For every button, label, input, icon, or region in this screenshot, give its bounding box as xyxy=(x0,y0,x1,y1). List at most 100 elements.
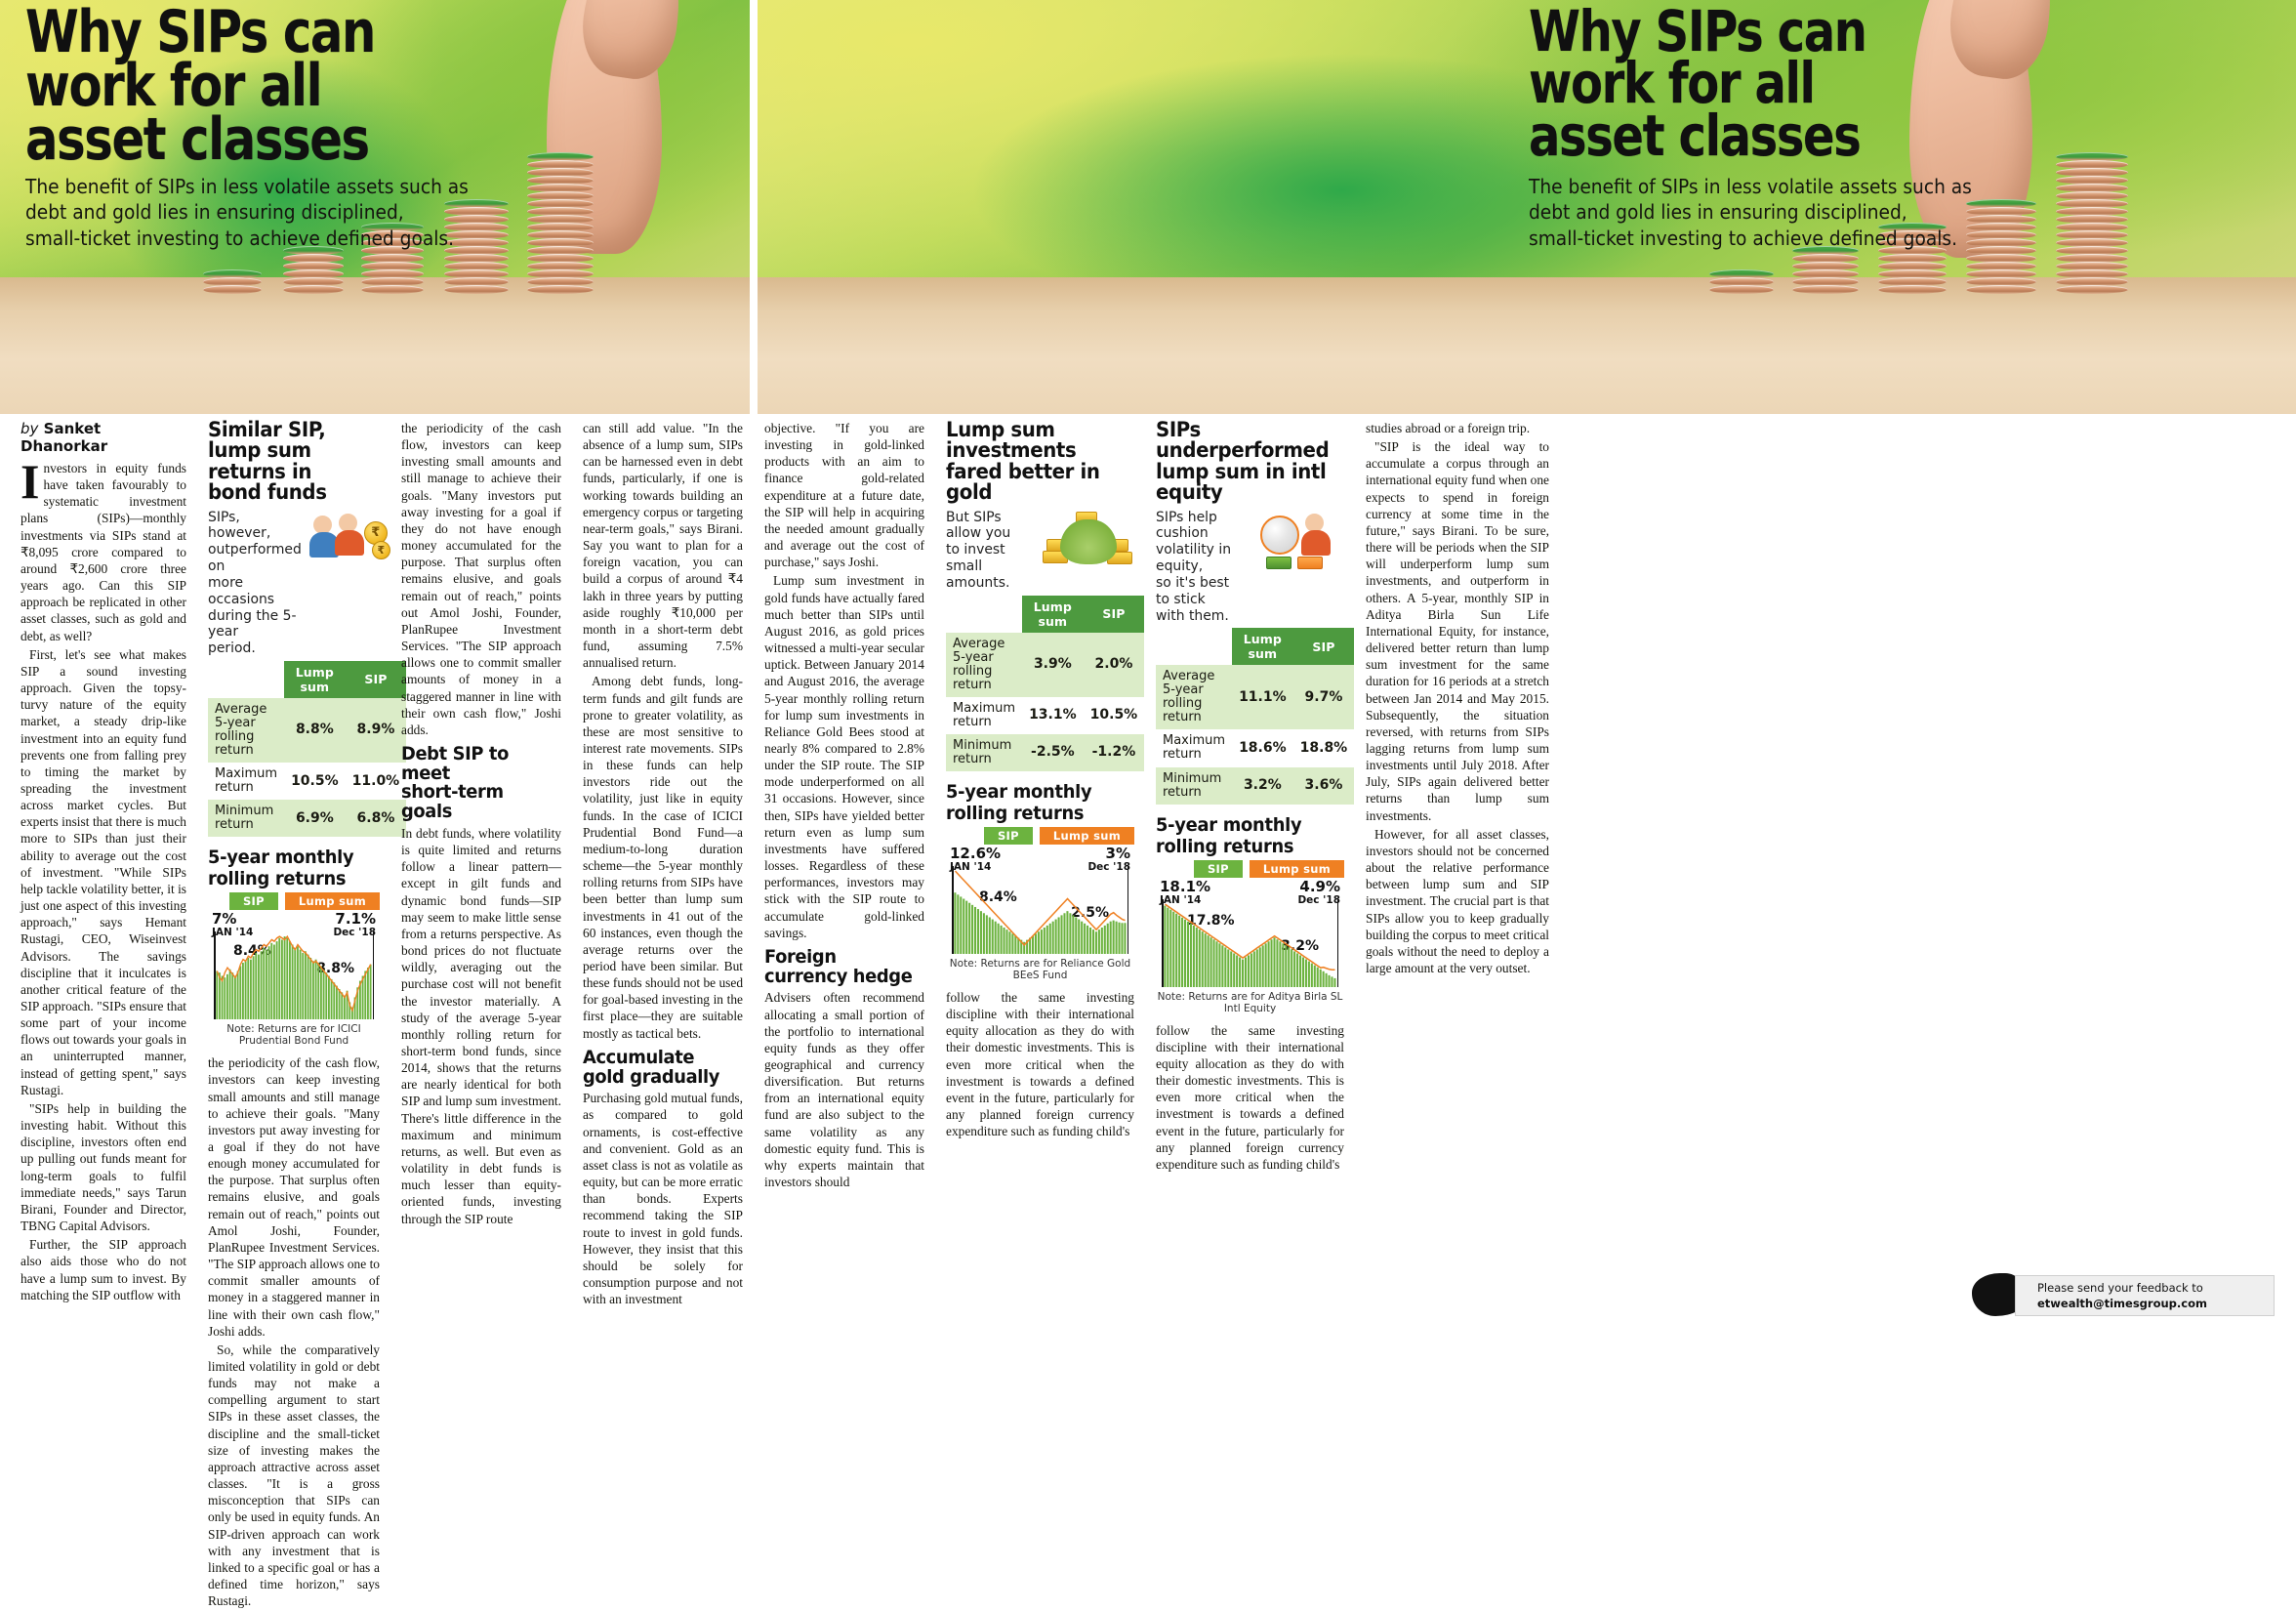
coin-stack-r1 xyxy=(1709,269,1774,294)
end-date: Dec '18 xyxy=(333,927,376,939)
table-row: Maximum return 18.6% 18.8% xyxy=(1156,729,1355,767)
person-head-icon xyxy=(338,513,357,532)
paragraph: the periodicity of the cash flow, invest… xyxy=(208,1055,380,1339)
coin-stack-3 xyxy=(361,223,424,294)
coin-stack-5 xyxy=(527,152,594,294)
row-label: Maximum return xyxy=(946,696,1023,734)
col-header-lumpsum: Lump sum xyxy=(284,660,346,698)
col-header-blank xyxy=(946,596,1022,633)
article-body-4: can still add value. "In the absence of … xyxy=(583,420,743,1042)
paragraph: Purchasing gold mutual funds, as compare… xyxy=(583,1091,743,1307)
cell-lumpsum: 18.6% xyxy=(1232,729,1293,767)
cell-lumpsum: 3.9% xyxy=(1022,632,1084,697)
chart-note: Note: Returns are for Reliance Gold BEeS… xyxy=(949,957,1131,981)
gold-bag-illustration xyxy=(1041,510,1134,570)
paragraph: In debt funds, where volatility is quite… xyxy=(401,825,561,1226)
graphic-bond: Similar SIP, lump sum returns in bond fu… xyxy=(208,419,407,1048)
hero-banner-row: Why SIPs can work for all asset classes … xyxy=(0,0,2296,414)
paragraph: follow the same investing discipline wit… xyxy=(946,989,1134,1139)
feedback-text[interactable]: Please send your feedback to etwealth@ti… xyxy=(2015,1275,2275,1316)
paragraph: "SIP is the ideal way to accumulate a co… xyxy=(1366,439,1549,823)
graphic-title: Lump sum investments fared better in gol… xyxy=(946,418,1100,505)
cell-lumpsum: 3.2% xyxy=(1232,766,1293,805)
row-label: Average 5-year rolling return xyxy=(946,632,1023,697)
col-header-sip: SIP xyxy=(345,660,407,698)
table-row: Maximum return 13.1% 10.5% xyxy=(946,696,1145,734)
table-header-row: Lump sum SIP xyxy=(946,595,1145,633)
feedback-email[interactable]: etwealth@timesgroup.com xyxy=(2037,1296,2207,1310)
chart-start-label: 12.6% JAN '14 xyxy=(950,844,1002,874)
cell-sip: -1.2% xyxy=(1083,733,1145,771)
intl-rolling-returns-chart: 18.1% JAN '14 4.9% Dec '18 17.8% 3.2% xyxy=(1156,877,1344,987)
cell-lumpsum: 8.8% xyxy=(284,697,346,764)
legend-lumpsum: Lump sum xyxy=(1249,859,1344,878)
coin-stack-2 xyxy=(283,246,344,294)
end-date: Dec '18 xyxy=(1087,860,1130,873)
person-head-icon xyxy=(312,515,332,534)
chart-start-label: 18.1% JAN '14 xyxy=(1160,877,1211,907)
chart-note: Note: Returns are for ICICI Prudential B… xyxy=(226,1023,361,1048)
inner-right-value: 2.5% xyxy=(1071,904,1109,921)
col-header-blank xyxy=(1156,628,1232,665)
chart-svg xyxy=(216,935,372,1020)
inner-right-value: 3.2% xyxy=(1281,937,1319,954)
column-2: Similar SIP, lump sum returns in bond fu… xyxy=(197,419,407,1611)
table-row: Minimum return -2.5% -1.2% xyxy=(946,733,1145,771)
cell-sip: 11.0% xyxy=(345,763,407,801)
chart-legend: SIP Lump sum xyxy=(946,826,1134,845)
person-head-icon xyxy=(1305,513,1324,532)
start-date: JAN '14 xyxy=(212,927,254,939)
column-3: the periodicity of the cash flow, invest… xyxy=(390,420,572,1611)
cell-lumpsum: 11.1% xyxy=(1232,665,1293,730)
paragraph: studies abroad or a foreign trip. xyxy=(1366,421,1531,435)
article-body-5: objective. "If you are investing in gold… xyxy=(764,420,924,941)
page-title-right: Why SIPs can work for all asset classes xyxy=(1529,0,1867,169)
page-subtitle: The benefit of SIPs in less volatile ass… xyxy=(25,175,469,250)
table-row: Average 5-year rolling return 8.8% 8.9% xyxy=(208,697,407,764)
gold-rolling-returns-chart: 12.6% JAN '14 3% Dec '18 8.4% 2.5% xyxy=(946,844,1134,954)
graphic-gold: Lump sum investments fared better in gol… xyxy=(946,418,1145,981)
cell-sip: 3.6% xyxy=(1292,766,1355,805)
byline-author: Sanket Dhanorkar xyxy=(20,420,108,455)
cell-sip: 18.8% xyxy=(1292,729,1355,767)
paragraph: First, let's see what makes SIP a sound … xyxy=(20,646,186,1097)
chart-end-label: 4.9% Dec '18 xyxy=(1297,879,1340,907)
cell-lumpsum: 10.5% xyxy=(284,763,346,801)
y-axis-left xyxy=(1162,898,1164,987)
row-label: Minimum return xyxy=(208,800,285,838)
end-value: 7.1% xyxy=(335,910,376,929)
article-body-4b: Purchasing gold mutual funds, as compare… xyxy=(583,1090,743,1307)
chart-end-label: 7.1% Dec '18 xyxy=(333,912,376,939)
paragraph: follow the same investing discipline wit… xyxy=(1156,1022,1344,1172)
byline: by Sanket Dhanorkar xyxy=(20,420,186,455)
person-body-icon xyxy=(334,529,364,556)
table-header-row: Lump sum SIP xyxy=(208,660,407,698)
table-row: Average 5-year rolling return 3.9% 2.0% xyxy=(946,632,1145,697)
hero-banner-right: Why SIPs can work for all asset classes … xyxy=(758,0,2296,414)
column-5: objective. "If you are investing in gold… xyxy=(754,420,935,1611)
global-equity-illustration xyxy=(1254,510,1344,572)
y-axis-right xyxy=(1127,865,1128,954)
column-8: studies abroad or a foreign trip. "SIP i… xyxy=(1355,420,1560,1611)
coin-stack-4 xyxy=(444,199,509,294)
article-body-3: the periodicity of the cash flow, invest… xyxy=(401,420,561,738)
chart-bar-icon xyxy=(1297,556,1323,569)
start-value: 18.1% xyxy=(1160,877,1211,895)
cell-lumpsum: 6.9% xyxy=(284,800,346,838)
inner-left-value: 8.4% xyxy=(979,888,1017,905)
col-header-lumpsum: Lump sum xyxy=(1232,628,1293,666)
coin-stack-r2 xyxy=(1792,246,1859,294)
row-label: Maximum return xyxy=(208,763,285,801)
chart-title: 5-year monthly rolling returns xyxy=(946,780,1092,824)
legend-sip: SIP xyxy=(1193,859,1243,878)
legend-sip: SIP xyxy=(228,892,278,911)
coin-stack-1 xyxy=(203,269,262,294)
y-axis-right xyxy=(1336,898,1338,987)
start-value: 12.6% xyxy=(950,844,1002,862)
inner-right-value: 8.8% xyxy=(316,961,354,977)
intl-returns-table: Lump sum SIP Average 5-year rolling retu… xyxy=(1156,628,1355,805)
row-label: Minimum return xyxy=(1156,766,1233,805)
legend-lumpsum: Lump sum xyxy=(1039,826,1134,845)
paragraph: Further, the SIP approach also aids thos… xyxy=(20,1237,186,1302)
feedback-box[interactable]: Please send your feedback to etwealth@ti… xyxy=(1972,1267,2275,1322)
